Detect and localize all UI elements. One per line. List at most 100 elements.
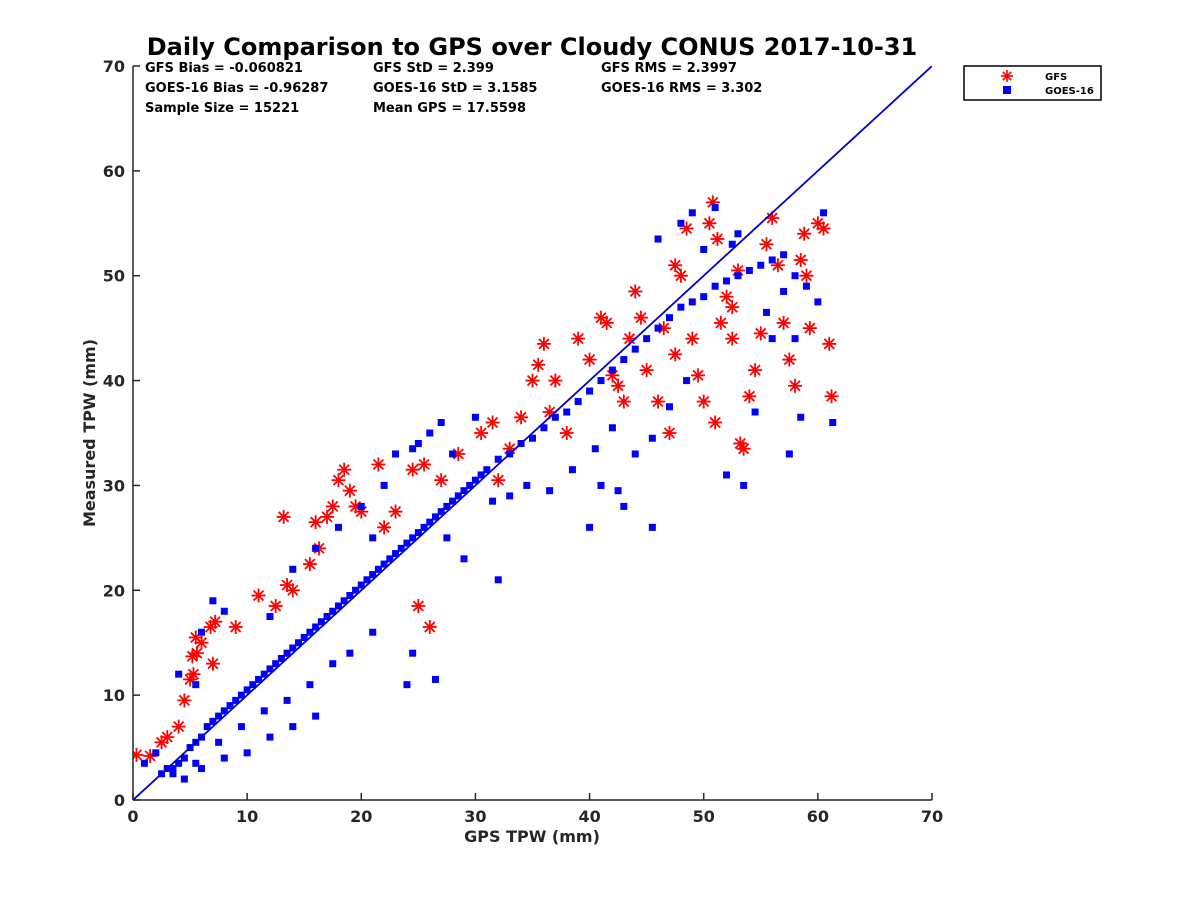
point-gfs <box>685 331 700 346</box>
point-goes-16 <box>312 712 320 720</box>
point-goes-16 <box>249 681 257 689</box>
point-goes-16 <box>380 481 388 489</box>
point-goes-16 <box>597 377 605 385</box>
point-goes-16 <box>449 497 457 505</box>
point-goes-16 <box>780 251 788 259</box>
point-goes-16 <box>608 366 616 374</box>
x-tick-label: 0 <box>127 807 138 826</box>
point-goes-16 <box>466 481 474 489</box>
point-goes-16 <box>711 282 719 290</box>
point-goes-16 <box>551 413 559 421</box>
point-goes-16 <box>471 413 479 421</box>
point-goes-16 <box>374 565 382 573</box>
point-gfs <box>285 583 300 598</box>
point-goes-16 <box>762 308 770 316</box>
point-gfs <box>702 216 717 231</box>
point-goes-16 <box>723 471 731 479</box>
point-goes-16 <box>677 303 685 311</box>
legend-label-gfs: GFS <box>1045 72 1067 83</box>
stat-text: Sample Size = 15221 <box>145 101 299 116</box>
point-goes-16 <box>237 723 245 731</box>
legend: GFS GOES-16 <box>963 65 1102 101</box>
point-goes-16 <box>312 544 320 552</box>
point-goes-16 <box>723 277 731 285</box>
point-goes-16 <box>757 261 765 269</box>
point-goes-16 <box>477 471 485 479</box>
point-goes-16 <box>180 775 188 783</box>
point-goes-16 <box>791 272 799 280</box>
point-gfs <box>308 515 323 530</box>
point-goes-16 <box>654 324 662 332</box>
plot-area <box>133 66 932 800</box>
point-goes-16 <box>215 712 223 720</box>
point-goes-16 <box>426 429 434 437</box>
point-goes-16 <box>363 576 371 584</box>
point-gfs <box>753 326 768 341</box>
point-gfs <box>710 232 725 247</box>
point-goes-16 <box>329 607 337 615</box>
point-gfs <box>325 499 340 514</box>
point-gfs <box>770 258 785 273</box>
point-goes-16 <box>346 592 354 600</box>
point-gfs <box>662 426 677 440</box>
point-goes-16 <box>751 408 759 416</box>
point-gfs <box>725 300 740 315</box>
legend-marker-goes-16 <box>1003 86 1011 94</box>
point-goes-16 <box>643 335 651 343</box>
point-goes-16 <box>483 466 491 474</box>
point-goes-16 <box>243 686 251 694</box>
point-gfs <box>673 268 688 283</box>
point-goes-16 <box>780 287 788 295</box>
point-goes-16 <box>677 219 685 227</box>
y-tick-label: 50 <box>103 267 125 286</box>
point-gfs <box>417 457 432 472</box>
point-gfs <box>337 462 352 477</box>
point-goes-16 <box>197 628 205 636</box>
point-goes-16 <box>289 565 297 573</box>
point-goes-16 <box>620 356 628 364</box>
x-tick-label: 20 <box>350 807 372 826</box>
point-goes-16 <box>797 413 805 421</box>
point-goes-16 <box>266 665 274 673</box>
point-goes-16 <box>409 534 417 542</box>
x-tick-label: 70 <box>921 807 943 826</box>
x-tick-label: 60 <box>807 807 829 826</box>
point-goes-16 <box>266 733 274 741</box>
point-gfs <box>525 373 540 388</box>
point-goes-16 <box>392 450 400 458</box>
point-goes-16 <box>591 445 599 453</box>
point-goes-16 <box>306 681 314 689</box>
point-goes-16 <box>386 555 394 563</box>
stat-text: GFS Bias = -0.060821 <box>145 61 303 76</box>
point-gfs <box>186 667 201 682</box>
point-goes-16 <box>728 240 736 248</box>
y-tick-label: 40 <box>103 372 125 391</box>
point-gfs <box>599 315 614 330</box>
point-gfs <box>748 363 763 378</box>
point-goes-16 <box>426 518 434 526</box>
point-goes-16 <box>608 424 616 432</box>
stat-text: GOES-16 Bias = -0.96287 <box>145 81 328 96</box>
point-goes-16 <box>420 523 428 531</box>
point-goes-16 <box>215 738 223 746</box>
point-goes-16 <box>369 571 377 579</box>
point-gfs <box>205 656 220 671</box>
point-gfs <box>194 635 209 650</box>
point-goes-16 <box>443 502 451 510</box>
point-gfs <box>668 347 683 362</box>
point-gfs <box>799 268 814 283</box>
point-goes-16 <box>665 314 673 322</box>
point-goes-16 <box>397 544 405 552</box>
point-gfs <box>725 331 740 346</box>
point-goes-16 <box>631 450 639 458</box>
point-goes-16 <box>357 581 365 589</box>
point-gfs <box>388 504 403 519</box>
point-gfs <box>377 520 392 535</box>
point-gfs <box>251 588 266 603</box>
point-goes-16 <box>665 403 673 411</box>
point-gfs <box>742 389 757 404</box>
one-to-one-line <box>133 66 932 800</box>
point-goes-16 <box>700 246 708 253</box>
point-gfs <box>434 473 449 488</box>
